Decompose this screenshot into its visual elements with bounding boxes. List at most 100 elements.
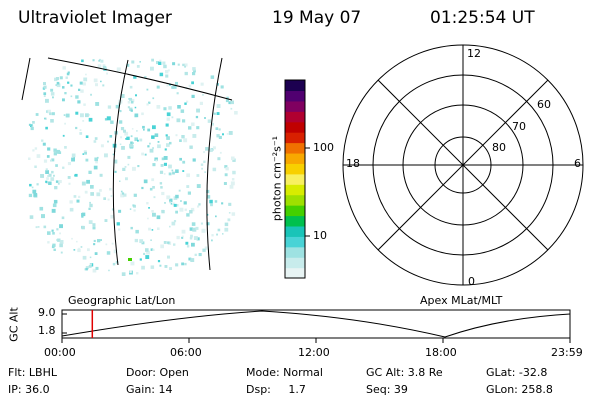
speckle <box>160 244 164 249</box>
speckle <box>166 136 170 140</box>
speckle <box>67 81 70 84</box>
timeline-y-tick-high: 9.0 <box>38 306 56 319</box>
speckle <box>110 195 113 197</box>
glon-readout: GLon: 258.8 <box>486 383 553 396</box>
speckle <box>90 93 92 96</box>
speckle <box>100 80 102 83</box>
colorbar-segment <box>285 205 305 217</box>
speckle <box>64 146 67 149</box>
speckle <box>81 215 84 218</box>
speckle <box>190 234 193 238</box>
speckle <box>42 142 46 146</box>
speckle <box>124 166 127 168</box>
speckle <box>106 251 111 255</box>
speckle <box>225 99 229 103</box>
speckle <box>45 170 49 174</box>
speckle <box>175 134 178 137</box>
speckle <box>126 136 130 140</box>
speckle <box>32 149 35 152</box>
speckle <box>161 209 164 213</box>
speckle <box>130 261 135 266</box>
speckle <box>53 148 57 152</box>
speckle <box>157 144 161 149</box>
speckle <box>146 103 149 106</box>
timeline-x-tick: 18:00 <box>425 346 457 359</box>
speckle <box>45 168 48 171</box>
speckle <box>176 235 180 240</box>
speckle <box>83 77 88 82</box>
instrument-title: Ultraviolet Imager <box>18 8 172 28</box>
grid-line <box>47 57 233 101</box>
speckle <box>86 179 90 184</box>
speckle <box>124 131 129 136</box>
speckle <box>212 146 216 150</box>
speckle <box>211 239 213 242</box>
colorbar-segment <box>285 184 305 196</box>
speckle <box>188 84 192 88</box>
speckle <box>46 177 49 180</box>
speckle <box>73 249 76 251</box>
speckle <box>182 170 185 172</box>
speckle <box>45 98 49 103</box>
polar-mlt-12: 12 <box>467 47 481 60</box>
speckle <box>216 134 220 138</box>
speckle <box>134 106 137 109</box>
speckle <box>148 207 150 209</box>
speckle <box>151 210 154 213</box>
speckle <box>30 126 34 131</box>
speckle <box>217 157 221 161</box>
speckle <box>156 215 161 220</box>
speckle <box>64 122 66 125</box>
colorbar-segment <box>285 225 305 237</box>
speckle <box>204 171 206 173</box>
speckle <box>144 153 147 156</box>
speckle <box>120 136 123 139</box>
speckle <box>175 263 179 267</box>
speckle <box>56 83 61 88</box>
speckle <box>67 71 70 74</box>
speckle <box>196 184 201 188</box>
speckle <box>77 248 81 253</box>
speckle <box>80 113 84 118</box>
speckle <box>99 58 101 61</box>
speckle <box>152 125 156 130</box>
speckle <box>120 190 123 193</box>
speckle <box>152 248 155 251</box>
speckle <box>56 228 59 231</box>
speckle <box>65 113 70 118</box>
speckle <box>76 199 80 203</box>
speckle <box>29 183 32 187</box>
speckle <box>102 65 107 70</box>
speckle <box>33 193 38 197</box>
speckle <box>206 222 210 226</box>
timeline-x-tick: 00:00 <box>44 346 76 359</box>
speckle <box>28 193 33 198</box>
speckle <box>184 102 187 105</box>
speckle <box>61 216 65 220</box>
speckle <box>196 237 200 241</box>
speckle <box>85 267 88 271</box>
speckle <box>181 236 184 239</box>
speckle <box>49 112 52 116</box>
colorbar-segment <box>285 100 305 112</box>
speckle <box>228 131 233 135</box>
speckle <box>123 129 126 133</box>
speckle <box>181 229 186 234</box>
speckle <box>133 209 136 212</box>
speckle <box>154 157 158 161</box>
speckle <box>216 112 220 115</box>
colorbar-segment <box>285 152 305 164</box>
speckle <box>121 272 126 276</box>
speckle <box>127 106 130 109</box>
speckle <box>218 135 222 139</box>
grid-line <box>112 59 129 266</box>
speckle <box>79 81 83 85</box>
speckle <box>171 86 175 89</box>
speckle <box>115 104 120 109</box>
speckle <box>164 202 166 204</box>
speckle <box>47 109 51 114</box>
speckle <box>170 202 173 205</box>
speckle <box>69 207 74 212</box>
speckle <box>82 82 86 86</box>
speckle <box>28 157 31 160</box>
